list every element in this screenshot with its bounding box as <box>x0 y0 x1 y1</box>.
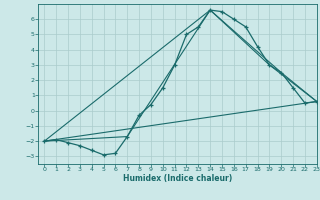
X-axis label: Humidex (Indice chaleur): Humidex (Indice chaleur) <box>123 174 232 183</box>
